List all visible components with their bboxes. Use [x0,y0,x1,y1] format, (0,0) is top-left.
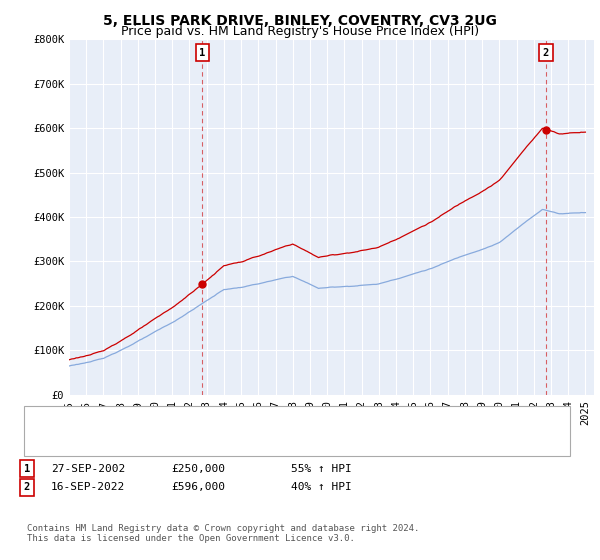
Text: 5, ELLIS PARK DRIVE, BINLEY, COVENTRY, CV3 2UG: 5, ELLIS PARK DRIVE, BINLEY, COVENTRY, C… [103,14,497,28]
Text: Price paid vs. HM Land Registry's House Price Index (HPI): Price paid vs. HM Land Registry's House … [121,25,479,38]
Text: 5, ELLIS PARK DRIVE, BINLEY, COVENTRY, CV3 2UG (detached house): 5, ELLIS PARK DRIVE, BINLEY, COVENTRY, C… [81,409,506,419]
Text: HPI: Average price, detached house, Coventry: HPI: Average price, detached house, Cove… [81,421,378,431]
Text: 27-SEP-2002: 27-SEP-2002 [51,464,125,474]
Text: ─────: ───── [39,419,77,432]
Text: 16-SEP-2022: 16-SEP-2022 [51,482,125,492]
Text: Contains HM Land Registry data © Crown copyright and database right 2024.
This d: Contains HM Land Registry data © Crown c… [27,524,419,543]
Text: 2: 2 [543,48,549,58]
Text: £250,000: £250,000 [171,464,225,474]
Text: 2: 2 [24,482,30,492]
Text: 1: 1 [24,464,30,474]
Text: ─────: ───── [39,407,77,421]
Text: 40% ↑ HPI: 40% ↑ HPI [291,482,352,492]
Text: 1: 1 [199,48,206,58]
Text: £596,000: £596,000 [171,482,225,492]
Text: 55% ↑ HPI: 55% ↑ HPI [291,464,352,474]
